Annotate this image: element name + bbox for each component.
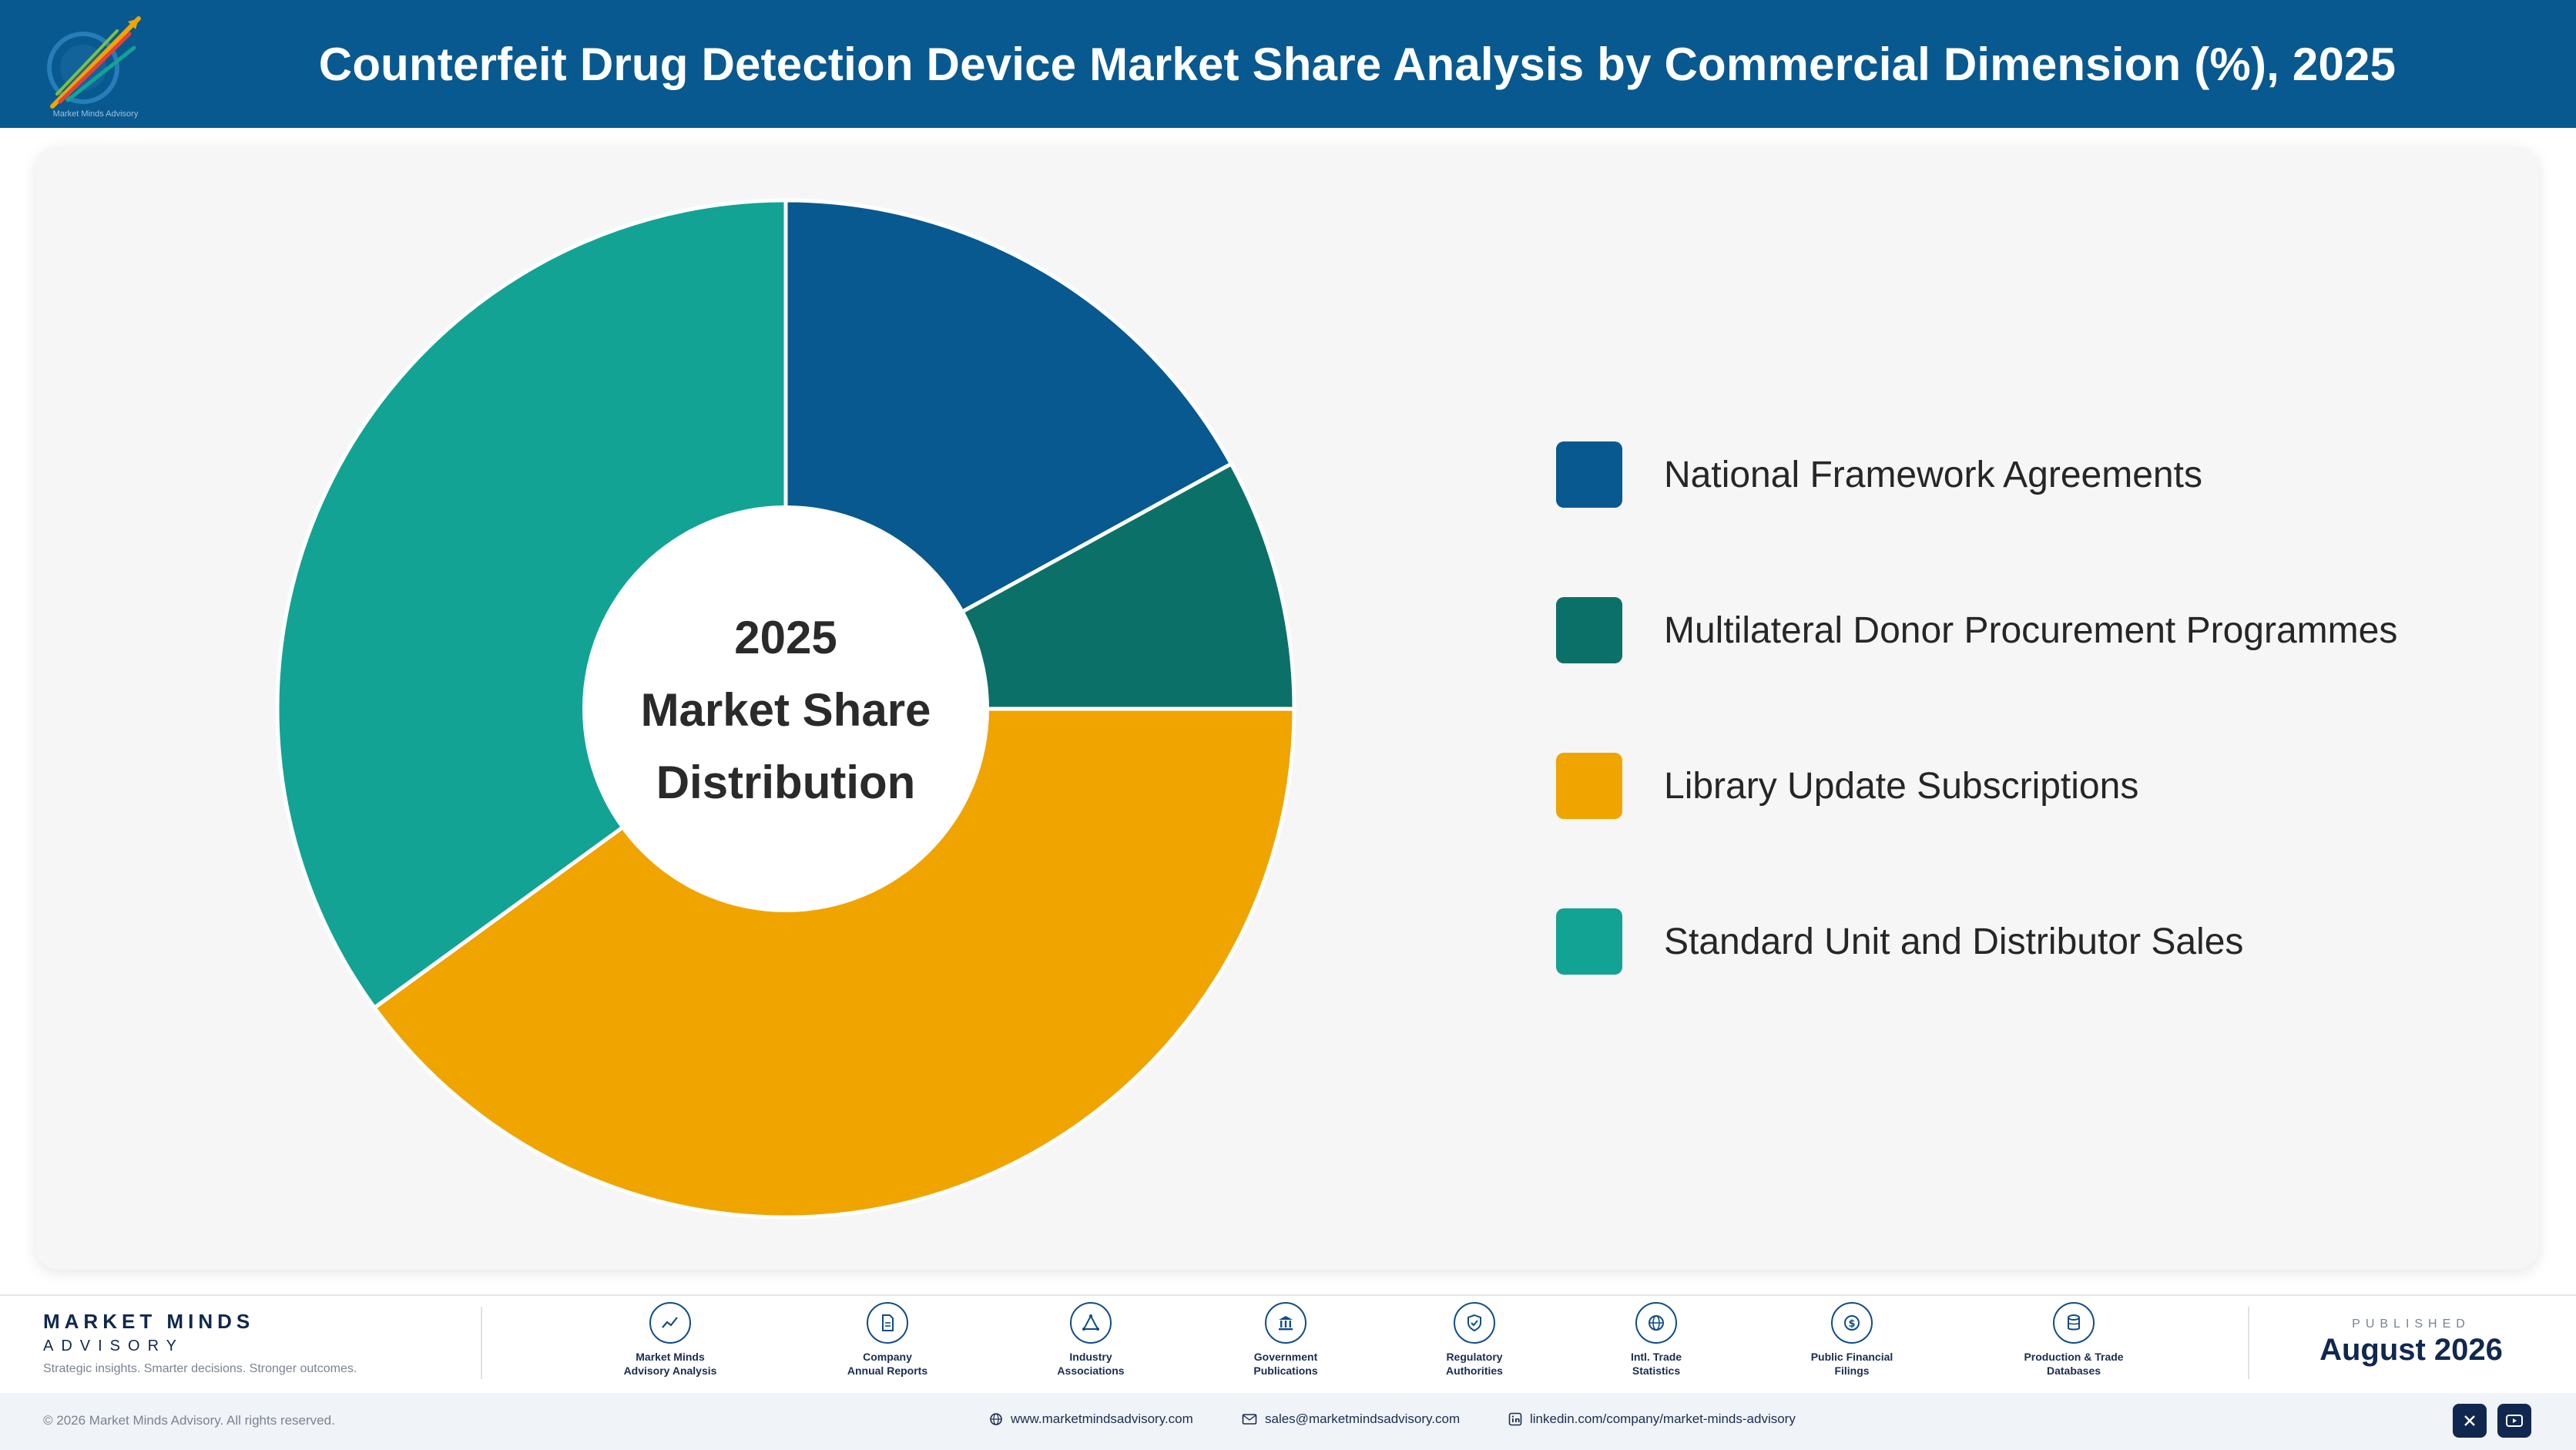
pie-slice-standard-unit-and-distributor-sales [275,198,788,1011]
legend-swatch [1556,597,1622,663]
published-date: August 2026 [2319,1333,2503,1367]
market-minds-logo-icon [47,16,141,109]
globe-icon [1635,1302,1677,1344]
published-label: PUBLISHED [2352,1317,2470,1331]
footer-separator [481,1307,482,1379]
legend-label: National Framework Agreements [1664,454,2202,495]
logo-caption: Market Minds Advisory [52,109,139,119]
legend-swatch [1556,908,1622,975]
center-label-line-2: Market Share [640,684,931,736]
donut-center-label: 2025 Market Share Distribution [593,610,978,811]
source-industry-associations: Industry Associations [1006,1302,1176,1378]
source-label: Regulatory Authorities [1446,1351,1503,1377]
legend-item: Multilateral Donor Procurement Programme… [1556,597,2397,663]
source-label: Public Financial Filings [1810,1351,1893,1377]
footer-bottom-bar [0,1393,2576,1450]
network-icon [1070,1302,1112,1344]
source-label: Government Publications [1253,1351,1318,1377]
legend-item: Standard Unit and Distributor Sales [1556,908,2397,975]
youtube-icon[interactable] [2497,1404,2531,1438]
source-label: Intl. Trade Statistics [1630,1351,1682,1377]
data-sources: Market Minds Advisory Analysis Company A… [493,1302,2219,1387]
chart-legend: National Framework Agreements Multilater… [1556,441,2397,1064]
legend-swatch [1556,441,1622,508]
header-bar: Market Minds Advisory Counterfeit Drug D… [0,0,2576,128]
pie-slice-library-update-subscriptions [371,707,1296,1220]
trend-line-icon [649,1302,691,1344]
legend-item: National Framework Agreements [1556,441,2397,508]
website-link[interactable]: www.marketmindsadvisory.com [989,1411,1193,1427]
svg-text:$: $ [1848,1318,1855,1330]
building-icon [1265,1302,1306,1344]
linkedin-link[interactable]: linkedin.com/company/market-minds-adviso… [1508,1411,1796,1427]
donut-hole [582,505,989,912]
website-text: www.marketmindsadvisory.com [1011,1411,1193,1426]
source-label: Production & Trade Databases [2024,1351,2124,1377]
footer-brand-sub: ADVISORY [43,1338,184,1354]
legend-label: Multilateral Donor Procurement Programme… [1664,609,2398,651]
shield-check-icon [1454,1302,1495,1344]
legend-item: Library Update Subscriptions [1556,753,2397,819]
source-trade-statistics: Intl. Trade Statistics [1571,1302,1741,1378]
linkedin-text: linkedin.com/company/market-minds-adviso… [1530,1411,1796,1426]
globe-icon [990,1413,1002,1425]
source-government-publications: Government Publications [1201,1302,1370,1378]
document-icon [867,1302,908,1344]
database-icon [2053,1302,2095,1344]
center-label-year: 2025 [734,612,837,663]
mail-icon [1242,1414,1257,1425]
email-link[interactable]: sales@marketmindsadvisory.com [1242,1411,1460,1427]
x-icon[interactable] [2453,1404,2487,1438]
source-public-financial-filings: $ Public Financial Filings [1767,1302,1937,1378]
copyright-text: © 2026 Market Minds Advisory. All rights… [43,1413,335,1428]
source-company-reports: Company Annual Reports [803,1302,972,1378]
footer-separator [2248,1307,2249,1379]
center-label-line-3: Distribution [656,757,916,808]
email-text: sales@marketmindsadvisory.com [1265,1411,1461,1426]
legend-label: Library Update Subscriptions [1664,765,2139,807]
legend-label: Standard Unit and Distributor Sales [1664,921,2244,962]
legend-swatch [1556,753,1622,819]
footer-tagline: Strategic insights. Smarter decisions. S… [43,1362,357,1375]
linkedin-icon [1508,1412,1522,1426]
footer-brand-name: MARKET MINDS [43,1310,255,1333]
source-market-minds: Market Minds Advisory Analysis [585,1302,755,1378]
page-title: Counterfeit Drug Detection Device Market… [318,38,2397,90]
source-regulatory-authorities: Regulatory Authorities [1390,1302,1559,1378]
source-production-trade-databases: Production & Trade Databases [1989,1302,2158,1378]
source-label: Market Minds Advisory Analysis [623,1351,717,1377]
source-label: Industry Associations [1057,1351,1125,1377]
source-label: Company Annual Reports [847,1351,928,1377]
footer-divider [0,1294,2576,1296]
dollar-coin-icon: $ [1831,1302,1873,1344]
